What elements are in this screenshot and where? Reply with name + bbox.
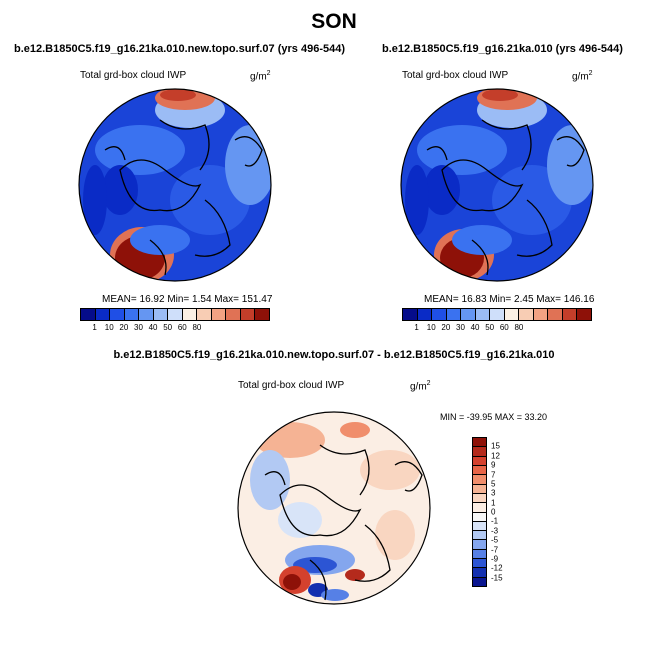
colorbar-swatch — [577, 309, 591, 320]
colorbar-swatch — [240, 309, 256, 320]
colorbar-tick-label: 80 — [514, 323, 524, 332]
colorbar-swatch — [473, 559, 486, 569]
figure-title: SON — [311, 10, 357, 33]
left-panel-run-title: b.e12.B1850C5.f19_g16.21ka.010.new.topo.… — [14, 43, 345, 55]
left-colorbar — [80, 308, 270, 321]
colorbar-swatch — [417, 309, 433, 320]
right-colorbar-ticks: 1 10 20 30 40 50 60 80 — [402, 323, 592, 333]
colorbar-swatch — [124, 309, 140, 320]
colorbar-swatch — [473, 465, 486, 476]
colorbar-swatch — [473, 521, 486, 532]
colorbar-swatch — [110, 309, 125, 320]
colorbar-tick-label: 9 — [491, 460, 496, 470]
colorbar-swatch — [153, 309, 169, 320]
colorbar-swatch — [168, 309, 183, 320]
colorbar-swatch — [473, 549, 486, 560]
colorbar-tick-label: 60 — [499, 323, 509, 332]
colorbar-tick-label: 20 — [119, 323, 129, 332]
colorbar-swatch — [211, 309, 227, 320]
colorbar-swatch — [197, 309, 212, 320]
colorbar-swatch — [403, 309, 418, 320]
colorbar-tick-label: 1 — [92, 323, 97, 332]
colorbar-tick-label: 1 — [491, 498, 496, 508]
colorbar-tick-label: -15 — [491, 573, 503, 583]
right-panel-unit-label: g/m2 — [572, 70, 593, 83]
colorbar-swatch — [473, 531, 486, 541]
colorbar-tick-label: 40 — [148, 323, 158, 332]
colorbar-swatch — [81, 309, 96, 320]
colorbar-tick-label: 10 — [426, 323, 436, 332]
colorbar-swatch — [473, 447, 486, 457]
colorbar-tick-label: 50 — [485, 323, 495, 332]
colorbar-swatch — [504, 309, 520, 320]
colorbar-tick-label: -1 — [491, 516, 499, 526]
colorbar-tick-label: 12 — [491, 451, 500, 461]
difference-panel-variable-label: Total grd-box cloud IWP — [238, 380, 345, 391]
right-panel-stats: MEAN= 16.83 Min= 2.45 Max= 146.16 — [424, 294, 595, 305]
colorbar-tick-label: 40 — [470, 323, 480, 332]
colorbar-tick-label: -5 — [491, 535, 499, 545]
colorbar-swatch — [461, 309, 476, 320]
colorbar-tick-label: -3 — [491, 526, 499, 536]
colorbar-tick-label: -7 — [491, 545, 499, 554]
difference-colorbar — [472, 437, 487, 587]
colorbar-swatch — [95, 309, 111, 320]
colorbar-tick-label: -12 — [491, 563, 503, 573]
colorbar-tick-label: 30 — [456, 323, 465, 332]
left-panel-stats: MEAN= 16.92 Min= 1.54 Max= 151.47 — [102, 294, 273, 305]
difference-colorbar-ticks: 15 12 9 7 5 3 1 0 -1 -3 -5 -7 -9 -12 -15 — [491, 437, 521, 587]
difference-polar-map — [238, 412, 430, 604]
colorbar-tick-label: 10 — [104, 323, 114, 332]
colorbar-swatch — [473, 577, 486, 586]
colorbar-swatch — [473, 475, 486, 485]
colorbar-swatch — [490, 309, 505, 320]
colorbar-swatch — [473, 540, 486, 550]
colorbar-tick-label: 5 — [491, 479, 496, 489]
right-panel-run-title: b.e12.B1850C5.f19_g16.21ka.010 (yrs 496-… — [382, 43, 623, 55]
left-panel-unit-label: g/m2 — [250, 70, 271, 83]
colorbar-tick-label: 3 — [491, 488, 496, 498]
colorbar-tick-label: -9 — [491, 554, 499, 564]
colorbar-tick-label: 20 — [441, 323, 451, 332]
colorbar-swatch — [226, 309, 241, 320]
left-panel-variable-label: Total grd-box cloud IWP — [80, 70, 187, 81]
colorbar-swatch — [473, 438, 486, 448]
colorbar-tick-label: 7 — [491, 470, 496, 479]
colorbar-swatch — [473, 456, 486, 466]
colorbar-swatch — [548, 309, 563, 320]
colorbar-swatch — [473, 484, 486, 494]
colorbar-swatch — [473, 512, 486, 522]
difference-panel-stats: MIN = -39.95 MAX = 33.20 — [440, 412, 548, 422]
right-polar-map — [401, 89, 593, 281]
colorbar-swatch — [473, 493, 486, 504]
colorbar-tick-label: 60 — [177, 323, 187, 332]
colorbar-swatch — [519, 309, 534, 320]
colorbar-swatch — [139, 309, 154, 320]
right-panel-variable-label: Total grd-box cloud IWP — [402, 70, 509, 81]
colorbar-tick-label: 50 — [163, 323, 173, 332]
colorbar-swatch — [255, 309, 269, 320]
colorbar-tick-label: 80 — [192, 323, 202, 332]
right-colorbar — [402, 308, 592, 321]
colorbar-tick-label: 0 — [491, 507, 496, 517]
colorbar-tick-label: 1 — [414, 323, 419, 332]
colorbar-swatch — [182, 309, 198, 320]
colorbar-swatch — [473, 568, 486, 578]
colorbar-swatch — [432, 309, 447, 320]
colorbar-swatch — [475, 309, 491, 320]
difference-panel-title: b.e12.B1850C5.f19_g16.21ka.010.new.topo.… — [113, 349, 555, 361]
colorbar-swatch — [562, 309, 578, 320]
colorbar-swatch — [473, 503, 486, 513]
left-colorbar-ticks: 1 10 20 30 40 50 60 80 — [80, 323, 270, 333]
colorbar-tick-label: 15 — [491, 441, 500, 451]
difference-panel-unit-label: g/m2 — [410, 380, 431, 393]
colorbar-tick-label: 30 — [134, 323, 143, 332]
colorbar-swatch — [533, 309, 549, 320]
colorbar-swatch — [446, 309, 462, 320]
